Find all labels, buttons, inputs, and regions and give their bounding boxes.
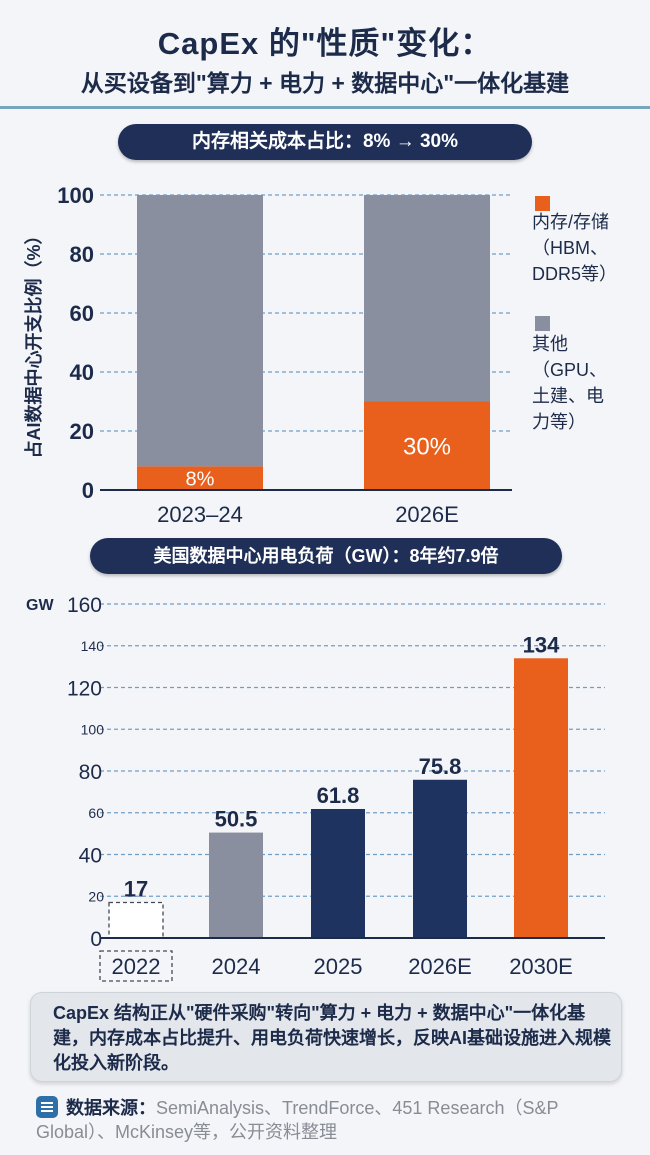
legend-text: 其他 (532, 334, 568, 354)
list-icon (36, 1096, 58, 1118)
bar-value-label: 50.5 (215, 807, 258, 832)
bar-value-label: 8% (186, 468, 215, 490)
x-tick-label: 2024 (212, 954, 261, 979)
y-tick-label: 0 (82, 478, 94, 503)
legend-text: 内存/存储 (532, 212, 609, 232)
legend-text: （GPU、 (532, 360, 607, 380)
bar-2025 (311, 808, 365, 938)
y-tick-label: 100 (57, 183, 94, 208)
bar-memory (364, 401, 490, 490)
summary-text: CapEx 结构正从"硬件采购"转向"算力 + 电力 + 数据中心"一体化基建，… (53, 1003, 611, 1073)
y-tick-label: 40 (79, 845, 102, 868)
bar-value-label: 61.8 (317, 783, 360, 808)
bar-value-label: 75.8 (419, 754, 462, 779)
memory-share-chart: 0 20 40 60 80 100 占AI数据中心开支比例（%） 8% 2023–24 30% 20… (23, 183, 617, 527)
page-subtitle: 从买设备到"算力 + 电力 + 数据中心"一体化基建 (80, 70, 570, 96)
chart2-title: 美国数据中心用电负荷（GW）：8年约7.9倍 (90, 538, 562, 574)
x-tick-label: 2026E (408, 954, 472, 979)
x-tick-label: 2030E (509, 954, 573, 979)
y-tick-label: 80 (79, 761, 102, 784)
source-note: 数据来源：SemiAnalysis、TrendForce、451 Researc… (36, 1096, 636, 1144)
bar-value-label: 17 (124, 877, 148, 902)
x-tick-label: 2025 (314, 954, 363, 979)
source-label: 数据来源： (66, 1098, 156, 1118)
y-tick-label: 40 (70, 360, 94, 385)
y-tick-label: 120 (67, 678, 102, 701)
x-tick-label: 2022 (112, 954, 161, 979)
y-unit-label: GW (26, 597, 54, 614)
legend-text: （HBM、 (532, 238, 608, 258)
y-tick-label: 140 (81, 638, 105, 654)
summary-box: CapEx 结构正从"硬件采购"转向"算力 + 电力 + 数据中心"一体化基建，… (30, 992, 622, 1082)
y-tick-label: 60 (70, 301, 94, 326)
legend-text: DDR5等） (532, 264, 617, 284)
y-tick-label: 20 (88, 888, 104, 904)
x-tick-label: 2026E (395, 502, 459, 527)
bar-other (137, 195, 263, 467)
y-tick-label: 20 (70, 419, 94, 444)
bar-other (364, 195, 490, 402)
y-tick-label: 0 (90, 928, 102, 951)
header-divider (0, 106, 650, 109)
chart1-title: 内存相关成本占比：8% → 30% (118, 124, 532, 160)
y-tick-label: 60 (88, 805, 104, 821)
legend-swatch-other (535, 316, 550, 331)
y-tick-label: 160 (67, 594, 102, 617)
page-title: CapEx 的"性质"变化： (157, 26, 493, 61)
y-tick-label: 100 (81, 721, 105, 737)
bar-2030e (514, 658, 568, 938)
legend-swatch-memory (535, 196, 550, 211)
legend-text: 土建、电 (532, 386, 604, 406)
legend-text: 力等） (532, 412, 586, 432)
bar-2024 (209, 832, 263, 938)
y-axis-label: 占AI数据中心开支比例（%） (23, 226, 44, 458)
x-tick-label: 2023–24 (157, 502, 243, 527)
bar-value-label: 30% (403, 433, 451, 460)
highlight-box-2022 (99, 950, 173, 982)
bar-value-label: 134 (523, 632, 560, 657)
y-tick-label: 80 (70, 242, 94, 267)
bar-2026e (413, 779, 467, 938)
power-load-chart: 0 20 40 60 80 100 120 140 160 GW 17 2022 50.5 2024 61.… (26, 594, 605, 982)
source-text: SemiAnalysis、TrendForce、451 Research（S&P… (36, 1098, 559, 1142)
bar-2022 (108, 901, 164, 939)
bar-memory (137, 466, 263, 490)
